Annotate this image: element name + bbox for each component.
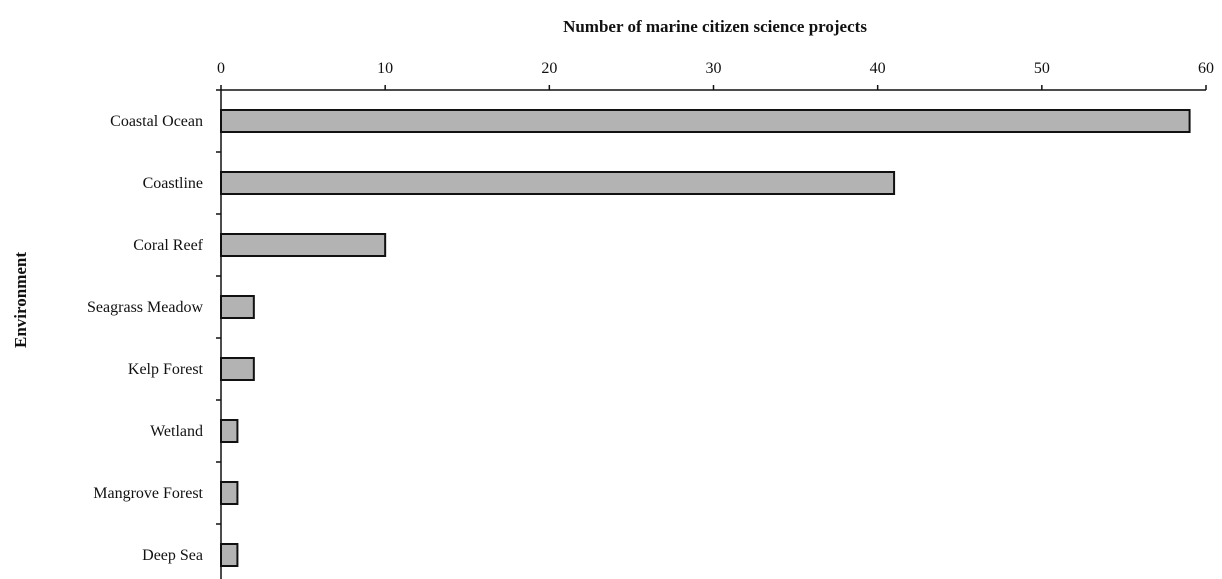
category-label: Wetland (150, 423, 203, 440)
bar (220, 419, 239, 443)
category-label: Coral Reef (133, 237, 203, 254)
x-tick-label: 40 (870, 60, 886, 77)
category-label: Deep Sea (142, 547, 203, 564)
category-label: Coastline (143, 175, 203, 192)
bar (220, 109, 1191, 133)
bar (220, 295, 255, 319)
x-tick-label: 30 (706, 60, 722, 77)
bar (220, 357, 255, 381)
bar (220, 543, 239, 567)
bar (220, 171, 896, 195)
x-tick-label: 60 (1198, 60, 1214, 77)
category-label: Seagrass Meadow (87, 299, 203, 316)
bar (220, 481, 239, 505)
x-axis-title: Number of marine citizen science project… (563, 17, 867, 36)
bars (220, 109, 1191, 567)
x-tick-label: 50 (1034, 60, 1050, 77)
category-label: Mangrove Forest (93, 485, 203, 502)
x-tick-label: 0 (217, 60, 225, 77)
y-axis-title: Environment (11, 252, 30, 348)
x-tick-label: 20 (541, 60, 557, 77)
x-tick-label: 10 (377, 60, 393, 77)
category-label: Kelp Forest (128, 361, 204, 378)
category-label: Coastal Ocean (110, 113, 203, 130)
category-labels: Coastal Ocean Coastline Coral Reef Seagrass… (87, 113, 204, 564)
axes: 0 10 20 30 40 50 60 (216, 60, 1214, 579)
bar (220, 233, 387, 257)
